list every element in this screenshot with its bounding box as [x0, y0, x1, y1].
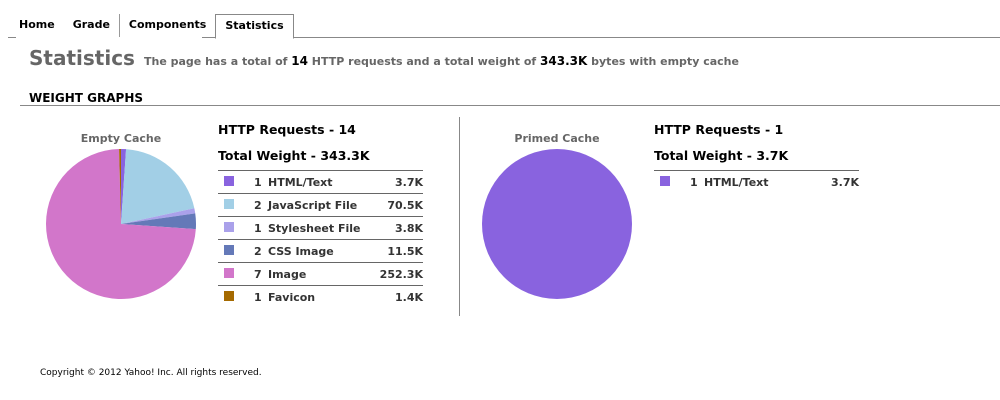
- table-row: 1 Stylesheet File 3.8K: [218, 216, 423, 240]
- pie-slice-stylesheet-file: [121, 208, 196, 224]
- primed-cache-pie: [482, 149, 632, 299]
- pie-slice-html-text: [121, 149, 127, 224]
- row-type: CSS Image: [268, 239, 374, 263]
- legend-swatch-cell: [218, 239, 242, 263]
- legend-swatch-cell: [218, 193, 242, 217]
- legend-swatch-cell: [218, 262, 242, 286]
- table-row: 1 HTML/Text 3.7K: [654, 170, 859, 193]
- row-type: Favicon: [268, 285, 374, 308]
- row-size: 11.5K: [373, 239, 423, 263]
- row-count: 7: [242, 262, 268, 286]
- pie-slice-image: [46, 149, 196, 299]
- row-count: 2: [242, 193, 268, 217]
- row-count: 1: [242, 285, 268, 308]
- primed-cache-caption: Primed Cache: [514, 132, 600, 145]
- pie-slice-favicon: [119, 149, 121, 224]
- tab-underline-left: [8, 37, 16, 38]
- section-title: WEIGHT GRAPHS: [29, 91, 144, 105]
- legend-swatch: [660, 175, 670, 186]
- summary-text: The page has a total of 14 HTTP requests…: [144, 54, 739, 68]
- primed-weight: Total Weight - 3.7K: [654, 148, 789, 163]
- empty-cache-pie: [46, 149, 196, 299]
- empty-cache-stats: HTTP Requests - 14 Total Weight - 343.3K…: [218, 118, 423, 308]
- row-size: 3.8K: [373, 216, 423, 240]
- row-size: 3.7K: [812, 170, 859, 193]
- summary-requests: 14: [291, 54, 308, 68]
- tab-grade[interactable]: Grade: [72, 18, 110, 31]
- empty-cache-caption: Empty Cache: [80, 132, 162, 145]
- copyright: Copyright © 2012 Yahoo! Inc. All rights …: [40, 368, 262, 378]
- summary-mid: HTTP requests and a total weight of: [307, 55, 541, 68]
- primed-requests: HTTP Requests - 1: [654, 122, 784, 137]
- tab-bar: Home Grade Components Statistics: [10, 14, 294, 39]
- row-size: 3.7K: [373, 170, 423, 194]
- empty-weight: Total Weight - 343.3K: [218, 148, 370, 163]
- legend-swatch-cell: [218, 216, 242, 240]
- row-type: HTML/Text: [268, 170, 374, 194]
- table-row: 1 Favicon 1.4K: [218, 285, 423, 308]
- primed-cache-stats: HTTP Requests - 1 Total Weight - 3.7K 1 …: [654, 118, 859, 193]
- legend-swatch-cell: [654, 170, 678, 193]
- table-row: 2 CSS Image 11.5K: [218, 239, 423, 263]
- summary-weight: 343.3K: [540, 54, 588, 68]
- page-title: Statistics: [29, 46, 135, 70]
- row-count: 1: [242, 216, 268, 240]
- tab-home[interactable]: Home: [19, 18, 55, 31]
- row-type: Image: [268, 262, 374, 286]
- row-type: Stylesheet File: [268, 216, 374, 240]
- row-type: JavaScript File: [268, 193, 374, 217]
- primed-cache-table: 1 HTML/Text 3.7K: [654, 170, 859, 193]
- tab-underline: [202, 37, 1000, 38]
- row-size: 252.3K: [373, 262, 423, 286]
- summary-pre: The page has a total of: [144, 55, 292, 68]
- summary-post: bytes with empty cache: [587, 55, 739, 68]
- vertical-divider: [459, 117, 460, 316]
- table-row: 7 Image 252.3K: [218, 262, 423, 286]
- legend-swatch-cell: [218, 170, 242, 194]
- legend-swatch: [224, 221, 234, 232]
- row-size: 70.5K: [373, 193, 423, 217]
- pie-slice-css-image: [121, 213, 196, 230]
- tab-statistics[interactable]: Statistics: [215, 14, 294, 39]
- empty-cache-table: 1 HTML/Text 3.7K 2 JavaScript File 70.5K…: [218, 170, 423, 308]
- tab-components[interactable]: Components: [118, 14, 215, 37]
- row-count: 1: [242, 170, 268, 194]
- row-count: 2: [242, 239, 268, 263]
- pie-slice-javascript-file: [121, 149, 195, 224]
- legend-swatch: [224, 244, 234, 255]
- row-count: 1: [678, 170, 704, 193]
- legend-swatch: [224, 267, 234, 278]
- legend-swatch-cell: [218, 285, 242, 308]
- pie-slice-html-text: [482, 149, 632, 299]
- empty-requests: HTTP Requests - 14: [218, 122, 356, 137]
- legend-swatch: [224, 198, 234, 209]
- section-divider: [20, 105, 1000, 106]
- row-size: 1.4K: [373, 285, 423, 308]
- table-row: 2 JavaScript File 70.5K: [218, 193, 423, 217]
- legend-swatch: [224, 175, 234, 186]
- legend-swatch: [224, 290, 234, 301]
- row-type: HTML/Text: [704, 170, 813, 193]
- table-row: 1 HTML/Text 3.7K: [218, 170, 423, 194]
